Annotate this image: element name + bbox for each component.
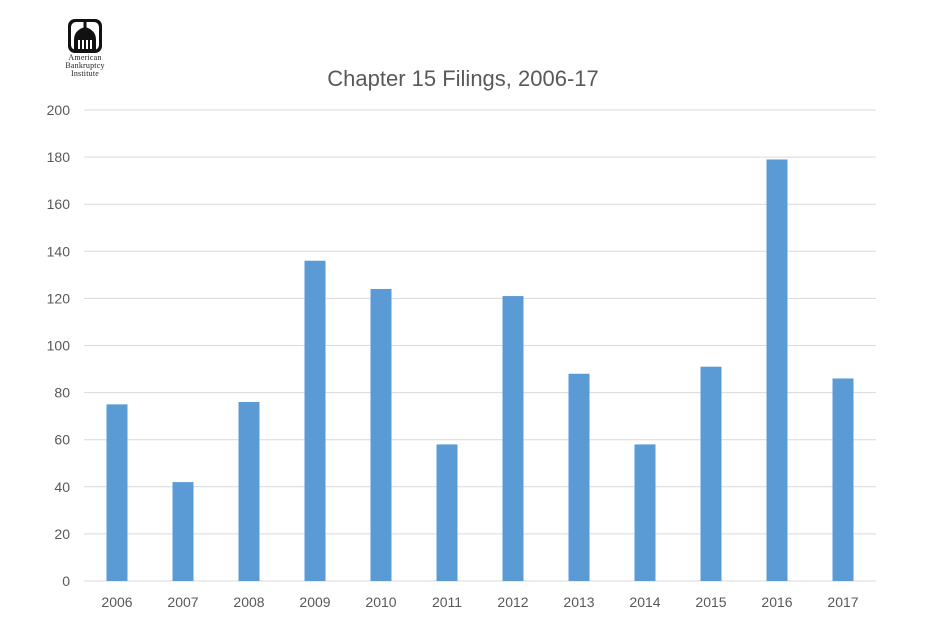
x-tick-label: 2012 xyxy=(497,594,528,610)
x-axis-tick-labels: 2006 2007 2008 2009 2010 2011 2012 2013 2014 2015… xyxy=(101,594,858,610)
logo: American Bankruptcy Institute xyxy=(56,18,114,78)
y-tick-label: 100 xyxy=(47,338,71,354)
y-tick-label: 200 xyxy=(47,102,71,118)
x-tick-label: 2017 xyxy=(827,594,858,610)
y-tick-label: 160 xyxy=(47,196,71,212)
x-tick-label: 2016 xyxy=(761,594,792,610)
y-tick-label: 40 xyxy=(54,479,70,495)
y-tick-label: 0 xyxy=(62,573,70,589)
y-tick-label: 60 xyxy=(54,432,70,448)
bar-2015 xyxy=(700,366,722,581)
bar-2008 xyxy=(238,402,260,581)
bar-2016 xyxy=(766,159,788,581)
x-tick-label: 2011 xyxy=(432,594,462,610)
capitol-dome-icon xyxy=(68,19,102,53)
y-tick-label: 80 xyxy=(54,385,70,401)
x-tick-label: 2010 xyxy=(365,594,396,610)
bar-2007 xyxy=(172,482,194,581)
bar-2014 xyxy=(634,444,656,581)
bars xyxy=(106,159,854,581)
y-tick-label: 140 xyxy=(47,243,71,259)
x-tick-label: 2008 xyxy=(233,594,264,610)
bar-2013 xyxy=(568,373,590,581)
gridlines xyxy=(84,109,876,582)
bar-2011 xyxy=(436,444,458,581)
x-tick-label: 2007 xyxy=(167,594,198,610)
y-tick-label: 180 xyxy=(47,149,71,165)
bar-2017 xyxy=(832,378,854,581)
x-tick-label: 2013 xyxy=(563,594,594,610)
logo-text-line-2: Bankruptcy xyxy=(65,61,105,70)
x-tick-label: 2015 xyxy=(695,594,726,610)
chart-title: Chapter 15 Filings, 2006-17 xyxy=(327,66,599,91)
x-tick-label: 2014 xyxy=(629,594,660,610)
logo-text-line-3: Institute xyxy=(70,69,100,78)
x-tick-label: 2006 xyxy=(101,594,132,610)
x-tick-label: 2009 xyxy=(299,594,330,610)
bar-2009 xyxy=(304,260,326,581)
y-axis-tick-labels: 0 20 40 60 80 100 120 140 160 180 200 xyxy=(47,102,71,589)
logo-text-line-1: American xyxy=(68,53,102,62)
y-tick-label: 20 xyxy=(54,526,70,542)
y-tick-label: 120 xyxy=(47,290,71,306)
bar-2012 xyxy=(502,296,524,581)
bar-2006 xyxy=(106,404,128,581)
bar-2010 xyxy=(370,288,392,581)
